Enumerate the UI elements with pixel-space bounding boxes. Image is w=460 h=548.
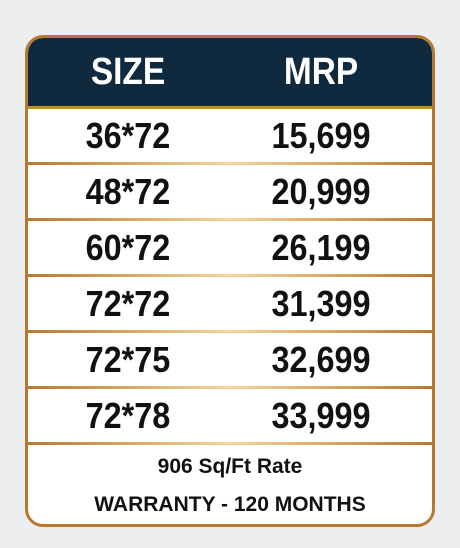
- size-cell: 72*75: [85, 338, 171, 380]
- size-cell: 48*72: [85, 170, 171, 212]
- mrp-cell: 20,999: [271, 170, 371, 212]
- row-separator: [28, 330, 432, 333]
- table-row: 72*75 32,699: [28, 333, 432, 386]
- row-separator: [28, 274, 432, 277]
- size-cell: 72*72: [85, 282, 171, 324]
- mrp-cell: 31,399: [271, 282, 371, 324]
- row-separator: [28, 162, 432, 165]
- table-row: 60*72 26,199: [28, 221, 432, 274]
- table-row: 48*72 20,999: [28, 165, 432, 218]
- mrp-cell: 26,199: [271, 226, 371, 268]
- table-row: 72*78 33,999: [28, 389, 432, 442]
- table-body: 36*72 15,699 48*72 20,999 60*72 26,199 72*72 31…: [28, 109, 432, 445]
- row-separator: [28, 386, 432, 389]
- table-row: 72*72 31,399: [28, 277, 432, 330]
- row-separator: [28, 218, 432, 221]
- size-cell: 72*78: [85, 394, 171, 436]
- mrp-cell: 15,699: [271, 114, 371, 156]
- header-cell: SIZE: [90, 50, 166, 93]
- footer: 906 Sq/Ft Rate WARRANTY - 120 MONTHS: [28, 455, 432, 517]
- rate-text: 906 Sq/Ft Rate: [157, 455, 303, 478]
- table-header: SIZE MRP: [28, 38, 432, 109]
- row-separator: [28, 442, 432, 445]
- size-cell: 36*72: [85, 114, 171, 156]
- mrp-cell: 32,699: [271, 338, 371, 380]
- warranty-text: WARRANTY - 120 MONTHS: [94, 493, 366, 516]
- header-cell: MRP: [283, 50, 359, 93]
- table-row: 36*72 15,699: [28, 109, 432, 162]
- mrp-cell: 33,999: [271, 394, 371, 436]
- price-card: SIZE MRP 36*72 15,699 48*72 20,999 60*72 26,1…: [25, 35, 435, 527]
- size-cell: 60*72: [85, 226, 171, 268]
